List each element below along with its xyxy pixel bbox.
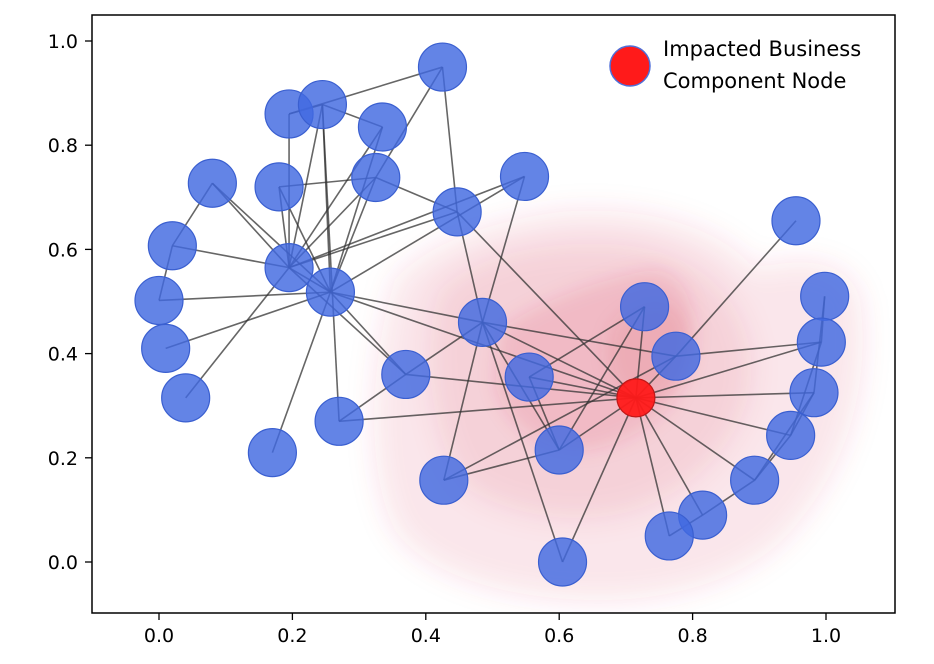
- x-tick-label: 0.4: [411, 625, 441, 647]
- edge-n33-n36: [561, 397, 637, 563]
- node-n21: [504, 352, 554, 402]
- edge-n15-n36: [482, 321, 637, 399]
- node-n17: [800, 271, 850, 321]
- node-n6: [254, 162, 304, 212]
- edge-n8-n15: [481, 176, 526, 323]
- edge-n13-n14: [158, 291, 331, 302]
- edge-n25-n36: [339, 397, 636, 423]
- y-tick-label: 0.8: [48, 135, 78, 157]
- edge-n8-n13: [330, 175, 525, 293]
- node-n4: [357, 102, 408, 152]
- node-n15: [457, 297, 508, 347]
- y-tick-label: 0.0: [48, 552, 78, 574]
- legend-label-line1: Impacted Business: [663, 37, 861, 61]
- plot-frame: [91, 14, 896, 614]
- node-n18: [141, 323, 191, 373]
- legend-label-line2: Component Node: [663, 69, 846, 93]
- edge-n4-n12: [288, 126, 384, 269]
- y-tick-label: 0.4: [48, 344, 78, 366]
- edge-n19-n29: [443, 355, 677, 481]
- edge-n10-n19: [675, 220, 797, 357]
- nodes-layer: [134, 42, 850, 587]
- legend-impacted-marker: [609, 45, 651, 87]
- x-tick-label: 1.0: [811, 625, 841, 647]
- node-n27: [534, 425, 584, 475]
- y-tick-label: 0.2: [48, 448, 78, 470]
- node-n14: [134, 275, 184, 326]
- edge-n3-n25: [321, 104, 340, 422]
- edge-n13-n15: [330, 291, 483, 324]
- node-n13: [305, 267, 356, 317]
- edge-n15-n29: [443, 322, 484, 481]
- node-n23: [161, 373, 211, 423]
- node-n32: [644, 511, 694, 561]
- node-n10: [771, 196, 821, 246]
- node-n8: [499, 151, 550, 202]
- node-n12: [264, 243, 314, 293]
- node-n16: [619, 282, 670, 332]
- edge-n12-n23: [185, 267, 290, 399]
- x-tick-label: 0.2: [277, 625, 307, 647]
- edge-n20-n36: [635, 341, 822, 399]
- node-n24: [789, 368, 839, 418]
- impacted-node: [616, 378, 656, 418]
- node-n22: [381, 349, 431, 400]
- node-n1: [417, 42, 468, 92]
- y-axis: 0.0 0.2 0.4 0.6 0.8 1.0: [48, 31, 92, 574]
- node-n26: [766, 410, 816, 460]
- x-tick-label: 0.6: [544, 625, 574, 647]
- edge-n13-n28: [271, 291, 332, 453]
- edge-n15-n19: [482, 321, 677, 357]
- edge-n8-n12: [288, 175, 525, 269]
- edge-n24-n36: [635, 391, 815, 399]
- node-n33: [537, 537, 588, 587]
- edge-n26-n36: [635, 397, 791, 437]
- edge-n3-n12: [288, 104, 324, 268]
- edge-n13-n18: [165, 291, 331, 350]
- node-n7: [351, 152, 401, 203]
- node-n3: [297, 79, 348, 130]
- edge-n15-n33: [481, 322, 564, 563]
- legend: Impacted Business Component Node: [609, 37, 861, 93]
- node-n5: [187, 158, 237, 208]
- y-tick-label: 0.6: [48, 239, 78, 261]
- edge-n9-n12: [288, 211, 458, 269]
- node-n29: [419, 455, 469, 505]
- x-tick-label: 0.0: [144, 625, 174, 647]
- x-tick-label: 0.8: [677, 625, 707, 647]
- edge-n9-n36: [456, 211, 637, 399]
- node-n28: [247, 427, 297, 478]
- edge-n16-n27: [558, 306, 646, 451]
- node-n11: [147, 221, 197, 271]
- node-n30: [730, 455, 780, 505]
- node-n25: [314, 396, 364, 446]
- node-n9: [432, 187, 482, 237]
- y-tick-label: 1.0: [48, 31, 78, 53]
- x-axis: 0.0 0.2 0.4 0.6 0.8 1.0: [144, 613, 841, 647]
- node-n20: [796, 317, 846, 367]
- node-n19: [651, 331, 701, 381]
